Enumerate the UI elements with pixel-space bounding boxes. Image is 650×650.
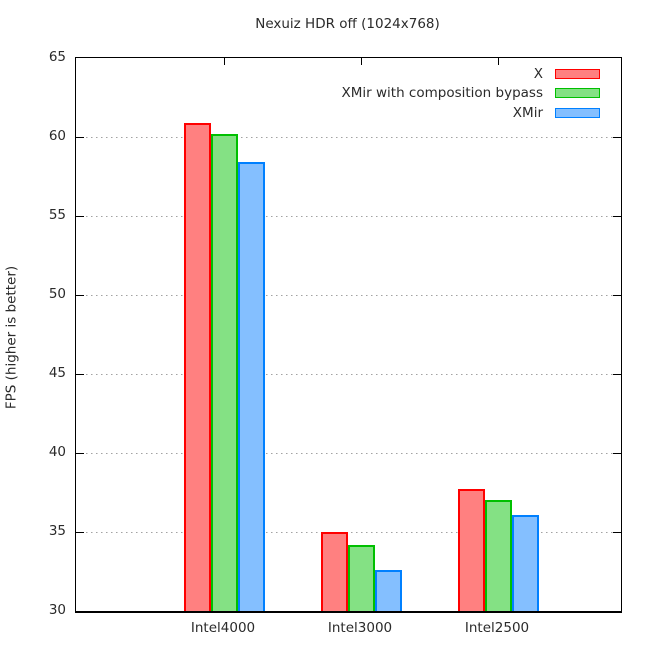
plot-area: X XMir with composition bypass XMir <box>75 57 622 613</box>
y-tick-label: 55 <box>48 206 66 223</box>
legend-row: XMir <box>342 103 600 123</box>
gridline <box>76 452 621 454</box>
x-tick-label: Intel3000 <box>327 620 393 636</box>
bar-xmir-intel2500 <box>511 515 539 611</box>
legend-row: X <box>342 64 600 84</box>
legend-label: X <box>533 65 543 82</box>
y-tick-label: 60 <box>48 127 66 144</box>
y-axis-title: FPS (higher is better) <box>3 265 20 410</box>
gridline <box>76 215 621 217</box>
y-tick-label: 50 <box>48 285 66 302</box>
legend-label: XMir with composition bypass <box>341 85 544 102</box>
y-tick-mark <box>76 295 84 296</box>
bar-xmir-bypass-intel4000 <box>210 134 238 611</box>
legend-label: XMir <box>512 104 543 121</box>
gridline <box>76 294 621 296</box>
legend-row: XMir with composition bypass <box>341 84 600 104</box>
y-tick-mark <box>76 374 84 375</box>
gridline <box>76 531 621 533</box>
y-tick-label: 40 <box>48 443 66 460</box>
y-tick-mark <box>613 216 621 217</box>
legend-swatch <box>555 107 600 118</box>
y-tick-mark <box>613 532 621 533</box>
y-tick-mark <box>613 374 621 375</box>
y-tick-mark <box>76 137 84 138</box>
gridline <box>76 136 621 138</box>
legend-swatch <box>555 68 600 79</box>
x-tick-label: Intel2500 <box>464 620 530 636</box>
y-tick-label: 65 <box>48 48 66 65</box>
y-tick-label: 45 <box>48 364 66 381</box>
legend-swatch <box>555 88 600 99</box>
y-tick-label: 35 <box>48 522 66 539</box>
bar-x-intel3000 <box>320 532 348 611</box>
x-tick-mark <box>361 58 362 65</box>
y-tick-mark <box>76 532 84 533</box>
x-tick-mark <box>498 58 499 65</box>
chart-title: Nexuiz HDR off (1024x768) <box>255 16 440 32</box>
gridline <box>76 373 621 375</box>
x-tick-label: Intel4000 <box>190 620 256 636</box>
bar-xmir-intel3000 <box>374 570 402 611</box>
y-tick-mark <box>613 453 621 454</box>
y-tick-label: 30 <box>48 601 66 618</box>
x-tick-mark <box>224 58 225 65</box>
bar-xmir-intel4000 <box>237 162 265 611</box>
bar-x-intel4000 <box>183 123 211 611</box>
bar-xmir-bypass-intel3000 <box>347 545 375 611</box>
y-tick-mark <box>76 453 84 454</box>
bar-xmir-bypass-intel2500 <box>484 500 512 611</box>
y-tick-mark <box>76 216 84 217</box>
y-tick-mark <box>613 137 621 138</box>
legend: X XMir with composition bypass XMir <box>341 64 600 123</box>
bar-x-intel2500 <box>457 489 485 611</box>
y-tick-mark <box>613 295 621 296</box>
